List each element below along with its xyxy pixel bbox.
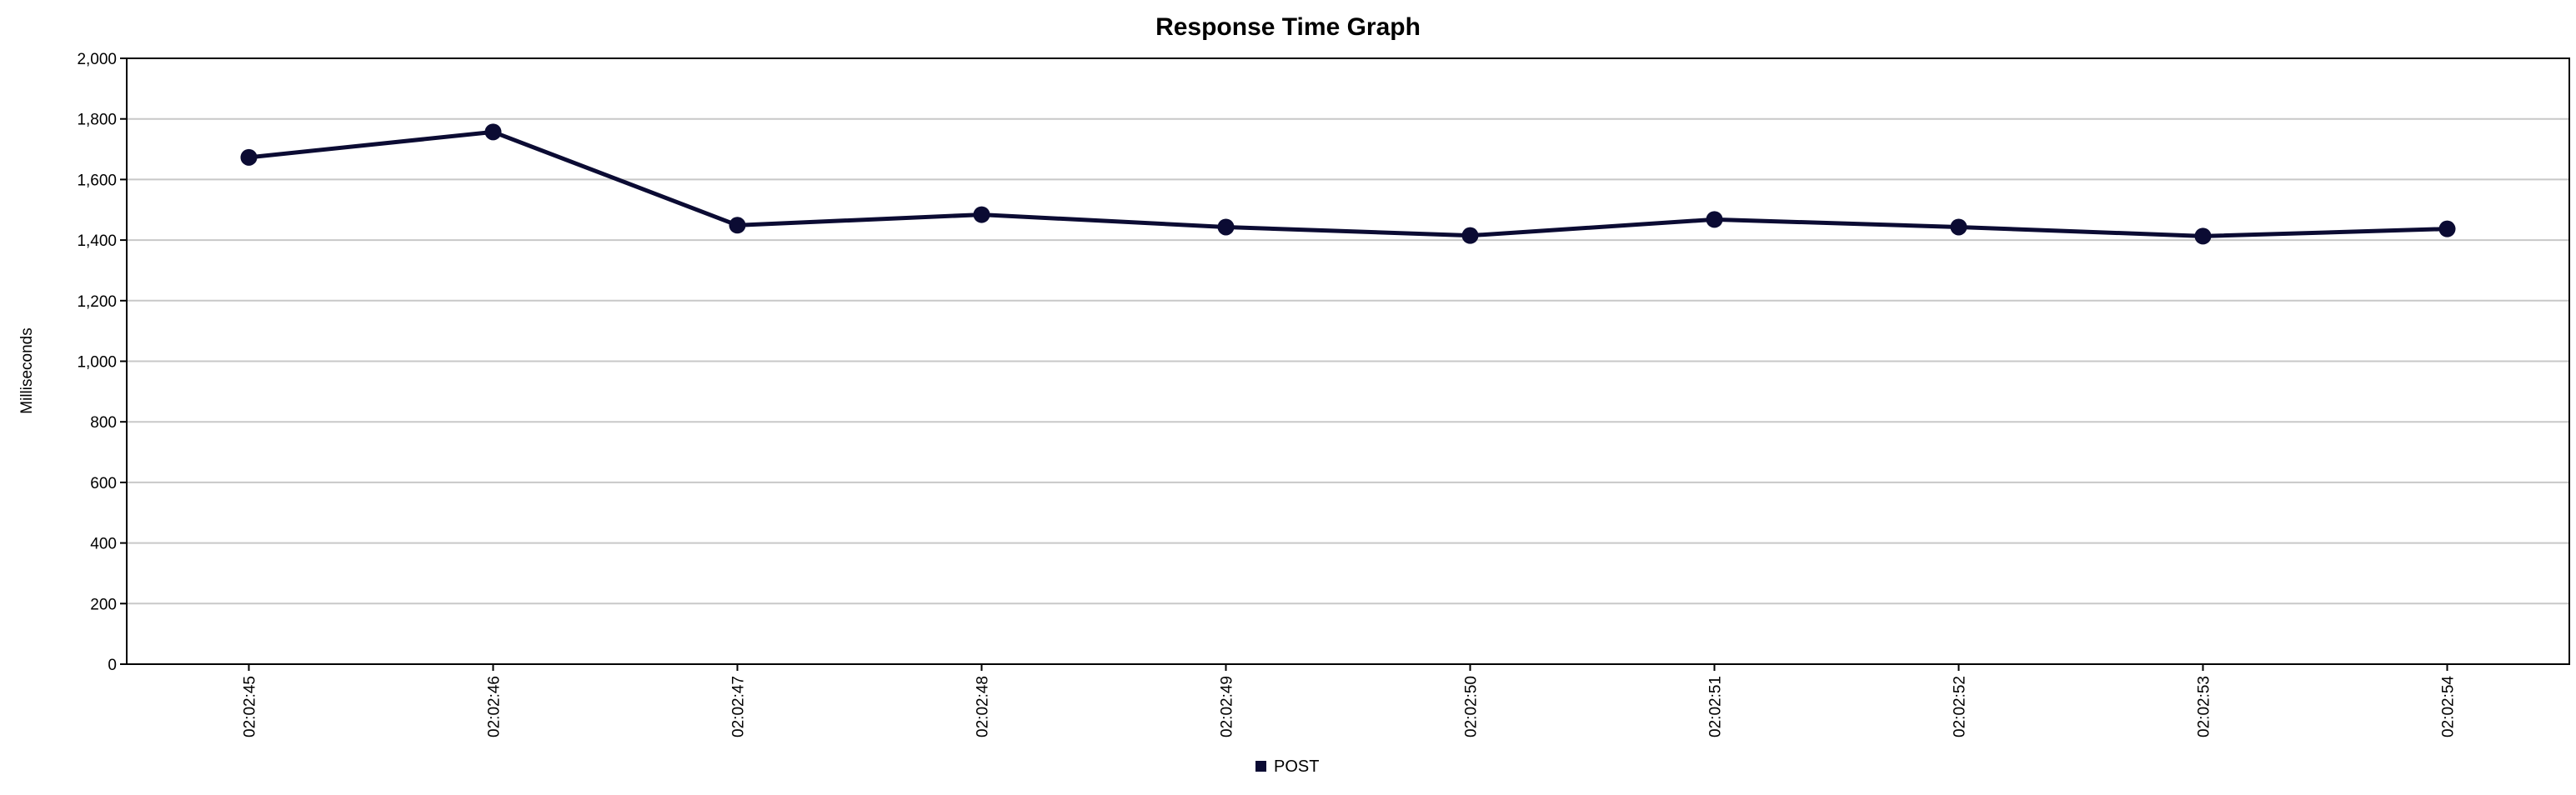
x-tick-label: 02:02:47 xyxy=(730,676,748,738)
data-point[interactable] xyxy=(729,217,746,234)
series-points xyxy=(240,123,2456,245)
data-point[interactable] xyxy=(1706,211,1723,228)
y-tick-label: 1,000 xyxy=(77,354,117,372)
y-tick-label: 2,000 xyxy=(77,51,117,68)
y-tick-label: 1,200 xyxy=(77,293,117,311)
y-tick-label: 400 xyxy=(90,536,117,553)
x-axis-ticks: 02:02:45 02:02:46 02:02:47 02:02:48 02:02:49… xyxy=(242,664,2458,738)
y-tick-label: 1,600 xyxy=(77,172,117,189)
data-point[interactable] xyxy=(2438,220,2456,238)
x-tick-label: 02:02:54 xyxy=(2440,676,2458,738)
x-tick-label: 02:02:53 xyxy=(2196,676,2213,738)
y-tick-label: 600 xyxy=(90,475,117,492)
data-point[interactable] xyxy=(1217,218,1235,236)
data-point[interactable] xyxy=(484,123,502,141)
y-tick-label: 200 xyxy=(90,596,117,613)
plot-area-frame xyxy=(126,58,2570,665)
legend: POST xyxy=(1255,758,1319,776)
legend-swatch-post xyxy=(1255,761,1266,772)
data-point[interactable] xyxy=(1461,227,1479,244)
y-axis-label: Milliseconds xyxy=(18,328,36,413)
y-axis-ticks: 0 200 400 600 800 1,000 1,200 1,400 1,600 1,800 2,… xyxy=(77,51,127,674)
gridlines xyxy=(127,118,2569,605)
x-tick-label: 02:02:49 xyxy=(1219,676,1236,738)
data-point[interactable] xyxy=(2194,228,2212,245)
y-tick-label: 1,400 xyxy=(77,232,117,250)
legend-label-post: POST xyxy=(1274,758,1319,776)
x-tick-label: 02:02:50 xyxy=(1463,676,1481,738)
series-line-post xyxy=(248,129,2448,238)
x-tick-label: 02:02:45 xyxy=(242,676,259,738)
x-tick-label: 02:02:52 xyxy=(1952,676,1969,738)
chart-title: Response Time Graph xyxy=(1155,13,1421,41)
y-tick-label: 0 xyxy=(108,657,117,674)
x-tick-label: 02:02:48 xyxy=(975,676,992,738)
data-point[interactable] xyxy=(973,206,990,223)
y-tick-label: 800 xyxy=(90,414,117,432)
y-tick-label: 1,800 xyxy=(77,112,117,129)
x-tick-label: 02:02:46 xyxy=(486,676,504,738)
data-point[interactable] xyxy=(240,148,258,166)
data-point[interactable] xyxy=(1950,218,1967,236)
series-lines xyxy=(248,129,2448,238)
x-tick-label: 02:02:51 xyxy=(1707,676,1725,738)
